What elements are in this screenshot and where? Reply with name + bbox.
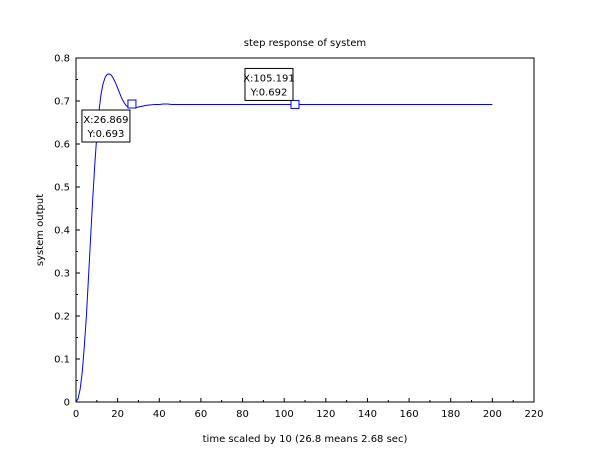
x-tick-label: 180 [441, 409, 460, 420]
y-tick-label: 0.8 [54, 54, 70, 65]
x-tick-label: 20 [111, 409, 124, 420]
datatip[interactable]: X:105.191 Y:0.692 [243, 67, 300, 109]
datatip-marker[interactable] [127, 99, 137, 109]
y-tick-label: 0.2 [54, 312, 70, 323]
y-tick-label: 0.1 [54, 355, 70, 366]
x-tick-label: 140 [358, 409, 377, 420]
x-tick-label: 60 [195, 409, 208, 420]
chart-title: step response of system [244, 38, 366, 49]
x-tick-label: 120 [316, 409, 335, 420]
datatip-y-label: Y:0.692 [250, 87, 288, 98]
x-tick-label: 100 [275, 409, 294, 420]
y-axis: 0 0.1 0.2 0.3 0.4 0.5 0.6 0.7 0.8 [54, 54, 80, 409]
y-tick-label: 0.6 [54, 140, 70, 151]
datatip-box [81, 109, 131, 143]
y-tick-label: 0.5 [54, 183, 70, 194]
y-tick-label: 0.3 [54, 269, 70, 280]
datatip[interactable]: X:26.869 Y:0.693 [81, 99, 137, 143]
x-axis: 0 20 40 60 80 100 120 140 160 180 200 220 [73, 398, 544, 420]
datatip-marker[interactable] [290, 99, 300, 109]
datatip-x-label: X:105.191 [243, 73, 295, 84]
plot-frame [75, 57, 535, 403]
series-line [75, 73, 493, 403]
y-tick-label: 0.7 [54, 97, 70, 108]
x-tick-label: 200 [483, 409, 502, 420]
datatip-y-label: Y:0.693 [87, 129, 125, 140]
y-tick-label: 0 [64, 398, 70, 409]
datatip-x-label: X:26.869 [83, 115, 128, 126]
x-tick-label: 220 [524, 409, 543, 420]
y-tick-label: 0.4 [54, 226, 70, 237]
y-axis-label: system output [35, 194, 46, 266]
x-tick-label: 160 [400, 409, 419, 420]
datatip-box [244, 67, 294, 101]
x-tick-label: 80 [236, 409, 249, 420]
x-tick-label: 40 [153, 409, 166, 420]
series-layer [75, 73, 493, 403]
x-axis-label: time scaled by 10 (26.8 means 2.68 sec) [203, 434, 408, 445]
x-tick-label: 0 [73, 409, 79, 420]
datatip-layer: X:26.869 Y:0.693 X:105.191 Y:0.692 [81, 67, 300, 143]
